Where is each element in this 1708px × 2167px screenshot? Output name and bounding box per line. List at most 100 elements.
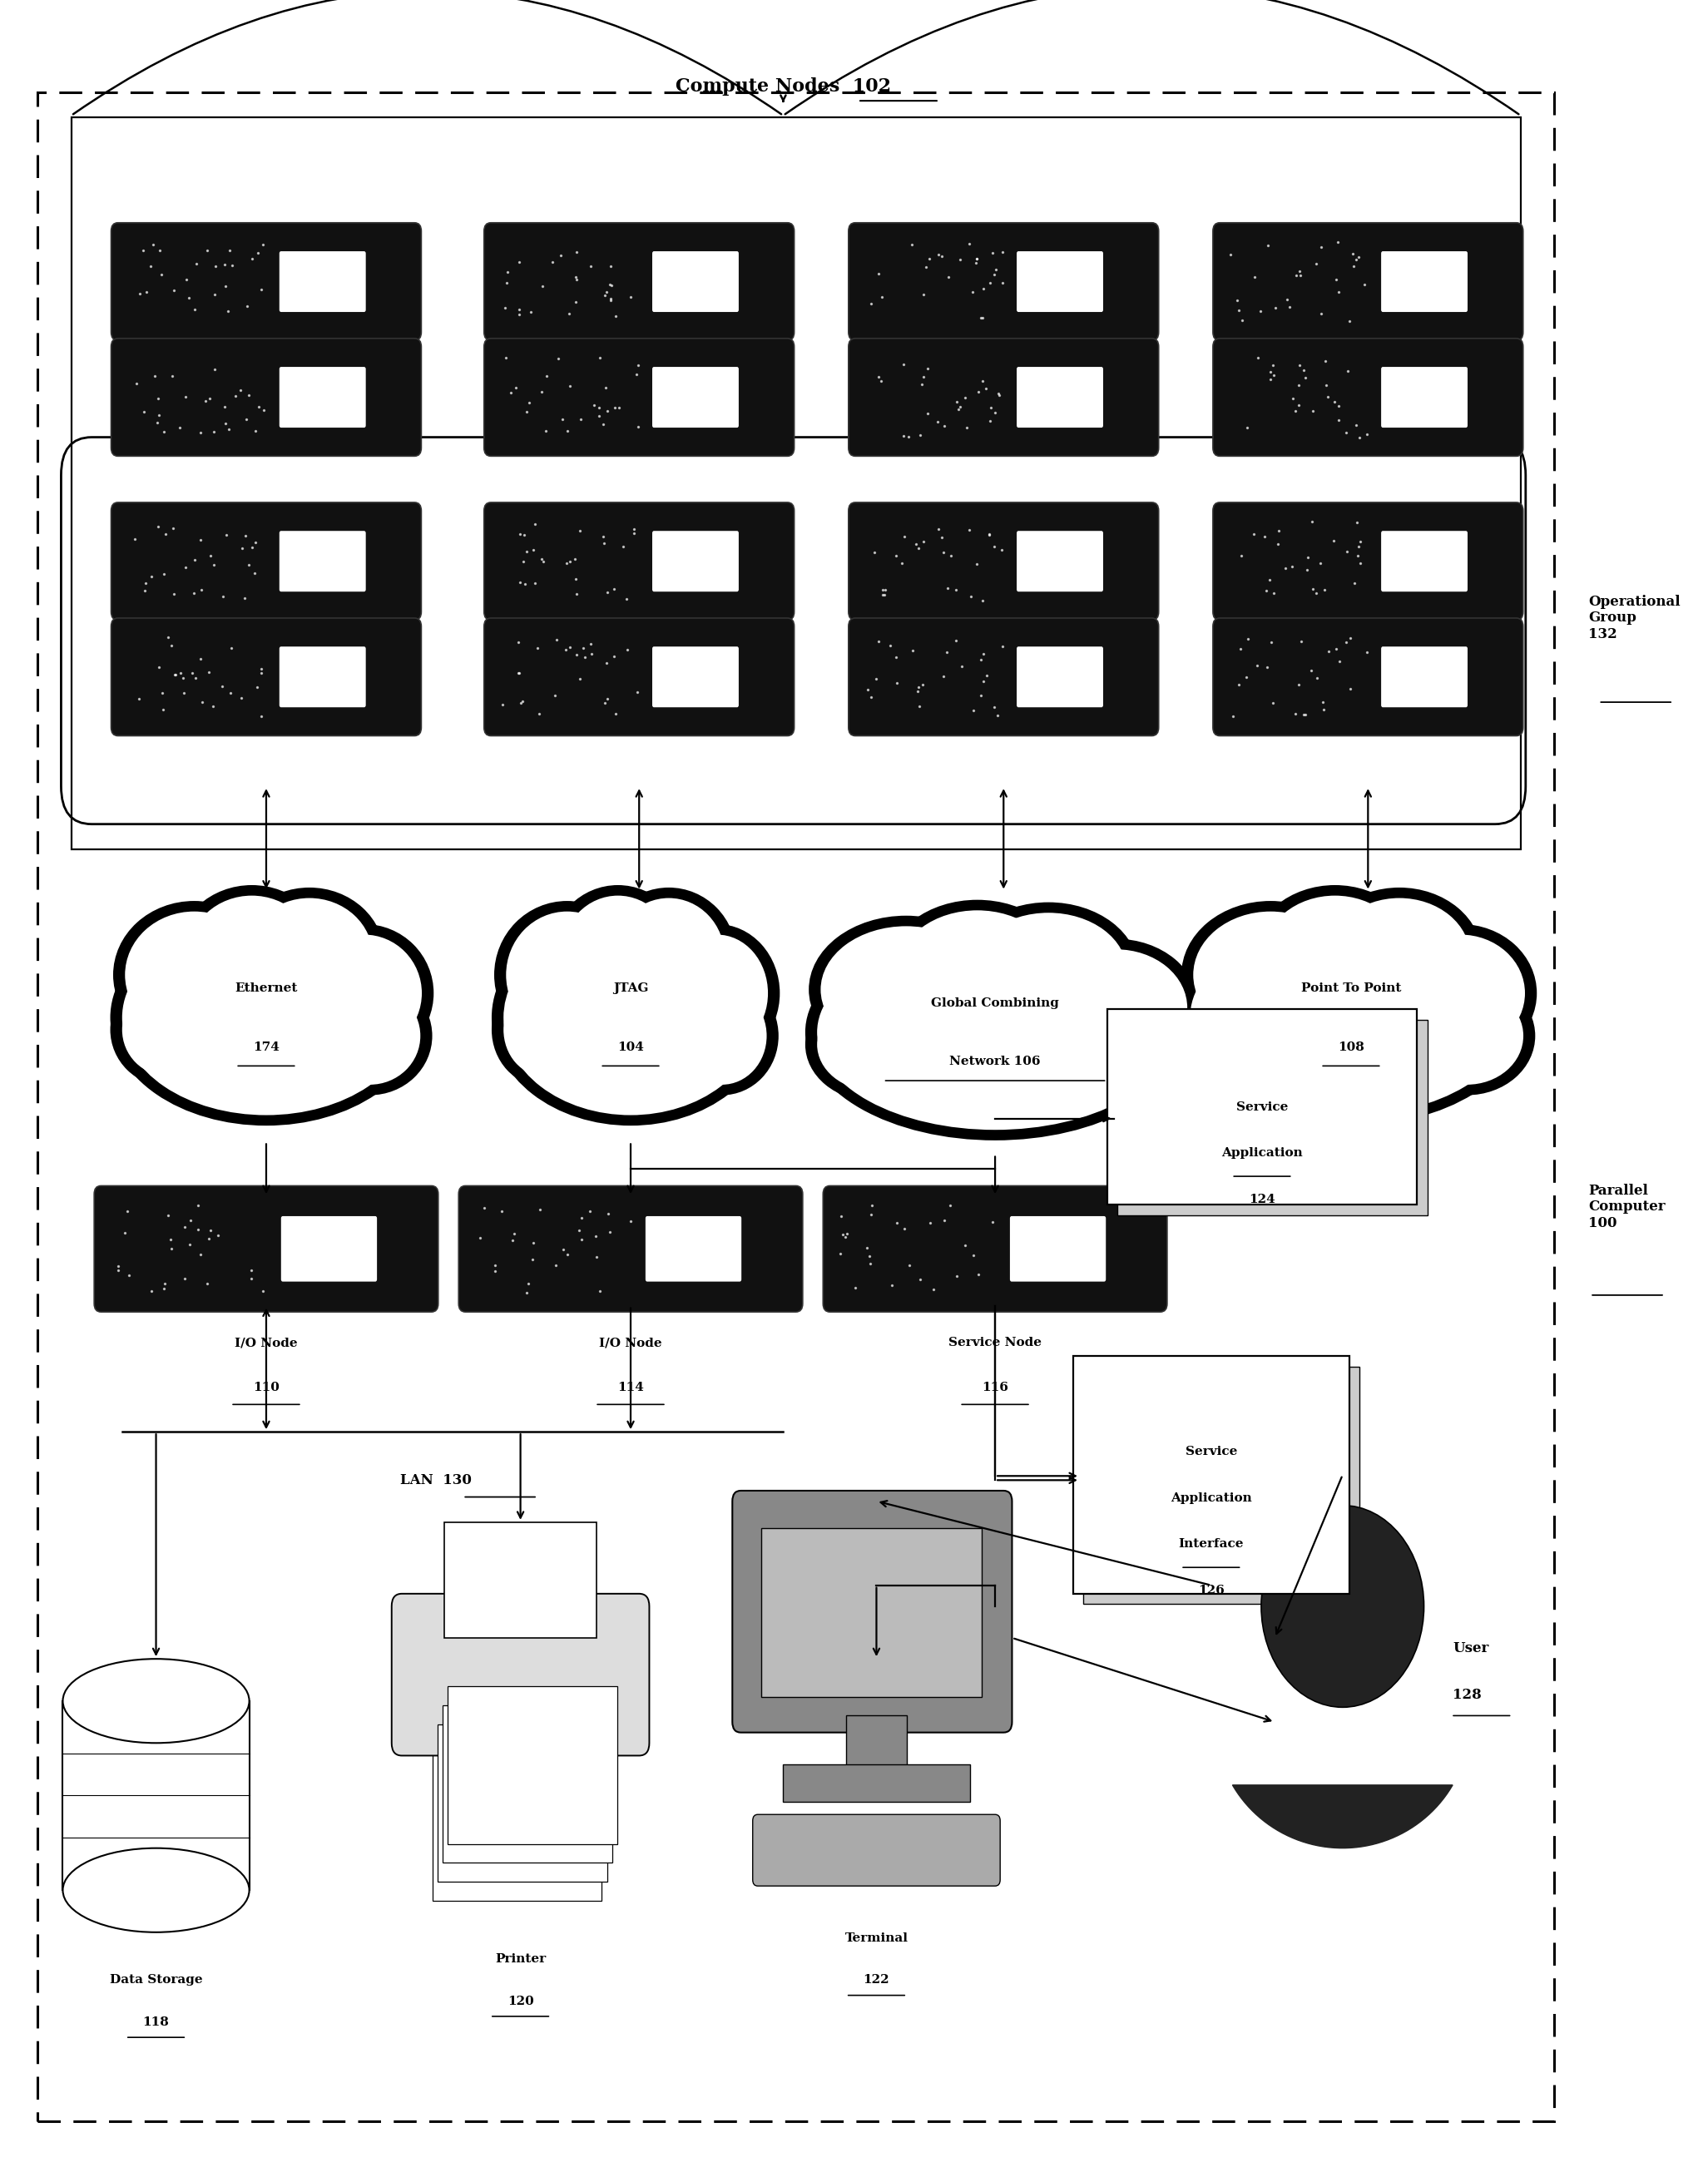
FancyBboxPatch shape xyxy=(784,1764,970,1803)
Point xyxy=(869,572,897,607)
Point xyxy=(203,1218,231,1253)
Point xyxy=(960,693,987,728)
Point xyxy=(989,533,1016,568)
Point xyxy=(518,295,545,329)
Point xyxy=(857,286,885,321)
Point xyxy=(237,1261,265,1296)
Point xyxy=(482,1248,509,1283)
Point xyxy=(601,572,629,607)
Point xyxy=(236,548,263,583)
Point xyxy=(1284,368,1312,403)
Point xyxy=(200,689,227,724)
FancyBboxPatch shape xyxy=(849,223,1158,340)
Point xyxy=(1261,576,1288,611)
Point xyxy=(593,275,620,310)
Point xyxy=(934,260,962,295)
Ellipse shape xyxy=(921,1027,1105,1131)
Point xyxy=(979,236,1006,271)
Point xyxy=(1257,362,1284,397)
FancyBboxPatch shape xyxy=(437,1725,606,1881)
Ellipse shape xyxy=(541,1012,644,1101)
Point xyxy=(931,410,958,444)
FancyBboxPatch shape xyxy=(458,1185,803,1311)
Ellipse shape xyxy=(113,901,275,1049)
Point xyxy=(488,1194,516,1229)
Point xyxy=(244,236,272,271)
Point xyxy=(956,579,984,613)
Point xyxy=(470,1190,497,1224)
FancyBboxPatch shape xyxy=(652,531,738,592)
Point xyxy=(601,390,629,425)
FancyBboxPatch shape xyxy=(1382,531,1467,592)
Point xyxy=(980,258,1008,293)
Point xyxy=(945,392,972,427)
Point xyxy=(1283,696,1310,730)
Point xyxy=(195,1222,222,1257)
Point xyxy=(147,258,174,293)
FancyBboxPatch shape xyxy=(280,646,366,706)
Point xyxy=(244,670,272,704)
FancyBboxPatch shape xyxy=(1016,531,1103,592)
Point xyxy=(184,1188,212,1222)
Point xyxy=(1312,345,1339,379)
FancyBboxPatch shape xyxy=(111,618,422,737)
Point xyxy=(564,262,591,297)
Point xyxy=(953,410,980,444)
Point xyxy=(956,514,984,548)
Point xyxy=(512,394,540,429)
Point xyxy=(613,583,640,618)
Ellipse shape xyxy=(613,897,724,1014)
Point xyxy=(1257,624,1284,659)
Point xyxy=(519,533,547,568)
FancyBboxPatch shape xyxy=(63,1701,249,1890)
Point xyxy=(938,537,965,572)
Text: Application: Application xyxy=(1221,1146,1303,1159)
Text: 122: 122 xyxy=(863,1974,890,1985)
Point xyxy=(248,700,275,735)
Point xyxy=(989,267,1016,301)
Point xyxy=(157,1231,184,1266)
Point xyxy=(591,527,618,561)
Point xyxy=(1325,644,1353,678)
FancyBboxPatch shape xyxy=(280,531,366,592)
Ellipse shape xyxy=(816,999,931,1090)
Ellipse shape xyxy=(898,910,1056,1027)
Ellipse shape xyxy=(1252,884,1418,1023)
FancyBboxPatch shape xyxy=(1016,646,1103,706)
Ellipse shape xyxy=(810,917,1003,1064)
Ellipse shape xyxy=(586,1023,700,1105)
Point xyxy=(526,696,553,730)
Point xyxy=(598,249,625,284)
Point xyxy=(1334,353,1361,388)
Ellipse shape xyxy=(1190,984,1293,1077)
Point xyxy=(219,247,246,282)
Point xyxy=(492,340,519,375)
Point xyxy=(1243,648,1271,683)
Ellipse shape xyxy=(654,923,781,1062)
Ellipse shape xyxy=(506,912,629,1038)
Ellipse shape xyxy=(1317,888,1483,1025)
Ellipse shape xyxy=(492,973,596,1086)
Point xyxy=(569,1222,596,1257)
Point xyxy=(249,392,277,427)
Point xyxy=(972,371,999,405)
Point xyxy=(1226,293,1254,327)
Point xyxy=(1225,667,1252,702)
Point xyxy=(249,1274,277,1309)
Point xyxy=(1313,379,1341,414)
Point xyxy=(963,243,991,277)
Point xyxy=(161,576,188,611)
Point xyxy=(159,358,186,392)
Ellipse shape xyxy=(295,923,434,1062)
Point xyxy=(174,282,202,316)
Ellipse shape xyxy=(1179,973,1305,1086)
Point xyxy=(524,631,552,665)
Point xyxy=(1295,540,1322,574)
Point xyxy=(188,685,215,719)
Point xyxy=(967,301,994,336)
Point xyxy=(967,641,994,676)
Point xyxy=(188,414,215,449)
Point xyxy=(176,1203,203,1237)
Point xyxy=(506,657,533,691)
FancyBboxPatch shape xyxy=(762,1528,982,1697)
